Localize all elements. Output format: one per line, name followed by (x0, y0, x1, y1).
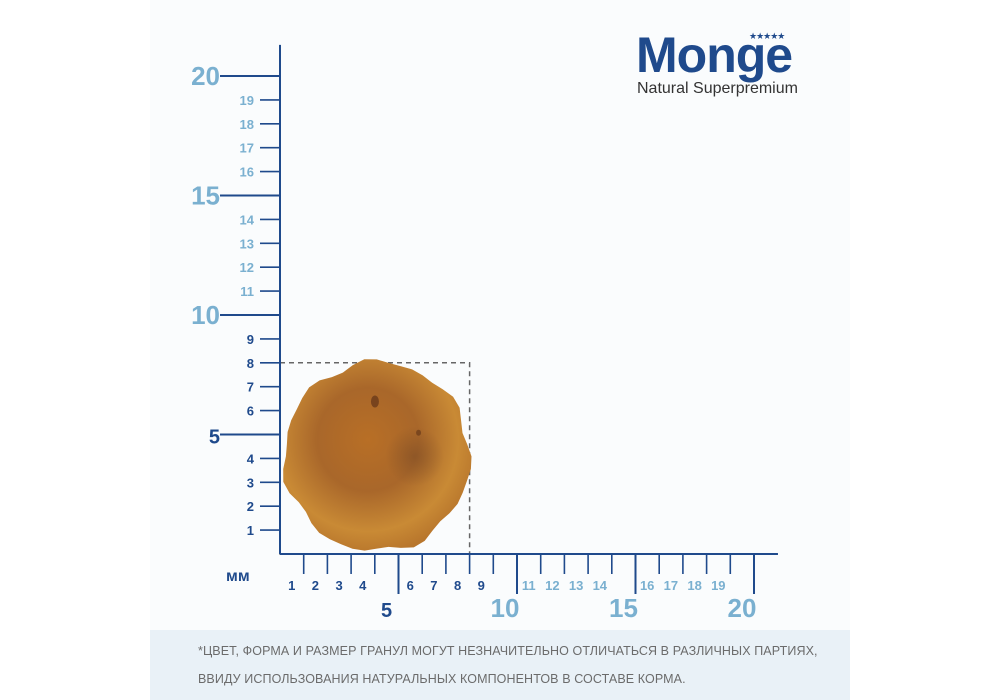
brand-tagline: Natural Superpremium (637, 80, 798, 97)
unit-label: мм (226, 568, 250, 585)
y-major-label: 20 (191, 61, 220, 91)
y-minor-label: 14 (240, 212, 255, 227)
x-minor-label: 12 (545, 578, 559, 593)
x-minor-label: 7 (430, 578, 437, 593)
y-minor-label: 3 (247, 475, 254, 490)
x-major-label: 15 (609, 593, 638, 623)
brand-name: Monge (636, 27, 793, 83)
x-major-label: 10 (491, 593, 520, 623)
x-minor-label: 8 (454, 578, 461, 593)
y-minor-label: 1 (247, 523, 254, 538)
x-minor-label: 2 (312, 578, 319, 593)
ruler-ticks (220, 75, 755, 594)
kibble-sample (279, 359, 472, 555)
y-minor-label: 19 (240, 93, 254, 108)
y-minor-label: 12 (240, 260, 254, 275)
x-major-label: 5 (381, 600, 392, 622)
x-minor-label: 3 (335, 578, 342, 593)
disclaimer-line-2: ВВИДУ ИСПОЛЬЗОВАНИЯ НАТУРАЛЬНЫХ КОМПОНЕН… (198, 672, 686, 686)
y-minor-label: 13 (240, 236, 254, 251)
y-minor-label: 16 (240, 165, 254, 180)
y-minor-label: 9 (247, 332, 254, 347)
ruler-axes (279, 44, 778, 555)
disclaimer-line-1: *ЦВЕТ, ФОРМА И РАЗМЕР ГРАНУЛ МОГУТ НЕЗНА… (198, 644, 818, 658)
y-major-label: 5 (209, 427, 220, 449)
kibble-texture (370, 395, 379, 408)
x-minor-label: 18 (687, 578, 701, 593)
y-minor-label: 6 (247, 404, 254, 419)
x-major-label: 20 (728, 593, 757, 623)
y-minor-label: 11 (240, 284, 254, 299)
x-minor-label: 4 (359, 578, 367, 593)
x-minor-label: 16 (640, 578, 654, 593)
y-minor-label: 7 (247, 380, 254, 395)
kibble-texture (362, 413, 447, 499)
x-minor-label: 6 (407, 578, 414, 593)
disclaimer-box: *ЦВЕТ, ФОРМА И РАЗМЕР ГРАНУЛ МОГУТ НЕЗНА… (150, 630, 850, 700)
brand-logo: Monge ★★★★★ Natural Superpremium (636, 28, 826, 103)
x-minor-label: 13 (569, 578, 583, 593)
x-minor-label: 14 (593, 578, 608, 593)
kibble-texture (416, 429, 422, 436)
x-minor-label: 9 (478, 578, 485, 593)
y-major-label: 10 (191, 300, 220, 330)
brand-stars-icon: ★★★★★ (749, 31, 785, 41)
y-minor-label: 8 (247, 356, 254, 371)
y-minor-label: 4 (247, 451, 255, 466)
y-minor-label: 2 (247, 499, 254, 514)
x-minor-label: 19 (711, 578, 725, 593)
y-minor-label: 17 (240, 141, 254, 156)
y-major-label: 15 (191, 181, 220, 211)
x-minor-label: 17 (664, 578, 678, 593)
y-minor-label: 18 (240, 117, 254, 132)
x-minor-label: 11 (522, 578, 536, 593)
x-minor-label: 1 (288, 578, 295, 593)
